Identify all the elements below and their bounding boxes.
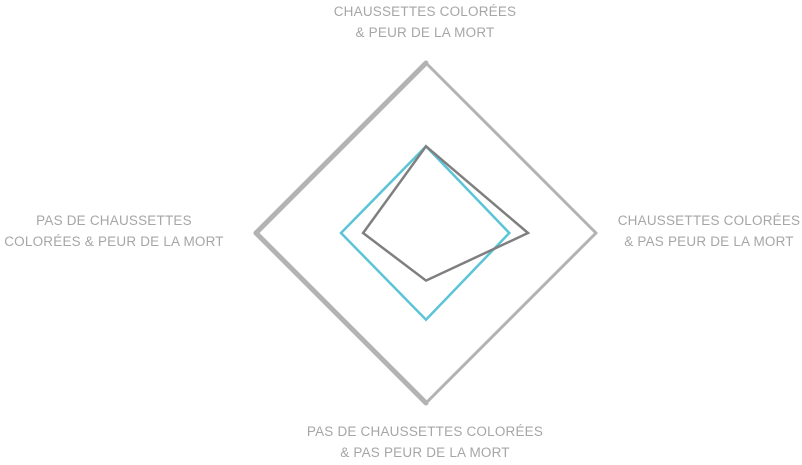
axis-label-left-line-1: PAS DE CHAUSSETTES (36, 213, 192, 228)
axis-label-bottom: PAS DE CHAUSSETTES COLORÉES & PAS PEUR D… (275, 421, 575, 463)
radar-series-1-polygon (339, 144, 512, 322)
axis-label-top-line-1: CHAUSSETTES COLORÉES (333, 4, 517, 19)
axis-label-right-line-2: & PAS PEUR DE LA MORT (624, 234, 794, 249)
radar-frame-edge (424, 231, 598, 405)
axis-label-left: PAS DE CHAUSSETTES COLORÉES & PEUR DE LA… (0, 210, 234, 252)
radar-frame-edge (253, 230, 429, 406)
axis-label-top: CHAUSSETTES COLORÉES & PEUR DE LA MORT (275, 1, 575, 43)
axis-label-right-line-1: CHAUSSETTES COLORÉES (617, 213, 801, 228)
radar-series-2-polygon (361, 144, 531, 283)
axis-label-bottom-line-1: PAS DE CHAUSSETTES COLORÉES (306, 424, 544, 439)
axis-label-left-line-2: COLORÉES & PEUR DE LA MORT (4, 234, 224, 249)
radar-frame-edge (424, 61, 598, 235)
axis-label-bottom-line-2: & PAS PEUR DE LA MORT (340, 445, 510, 460)
axis-label-top-line-2: & PEUR DE LA MORT (355, 25, 495, 40)
radar-frame-edge (253, 60, 429, 236)
axis-label-right: CHAUSSETTES COLORÉES & PAS PEUR DE LA MO… (604, 210, 802, 252)
